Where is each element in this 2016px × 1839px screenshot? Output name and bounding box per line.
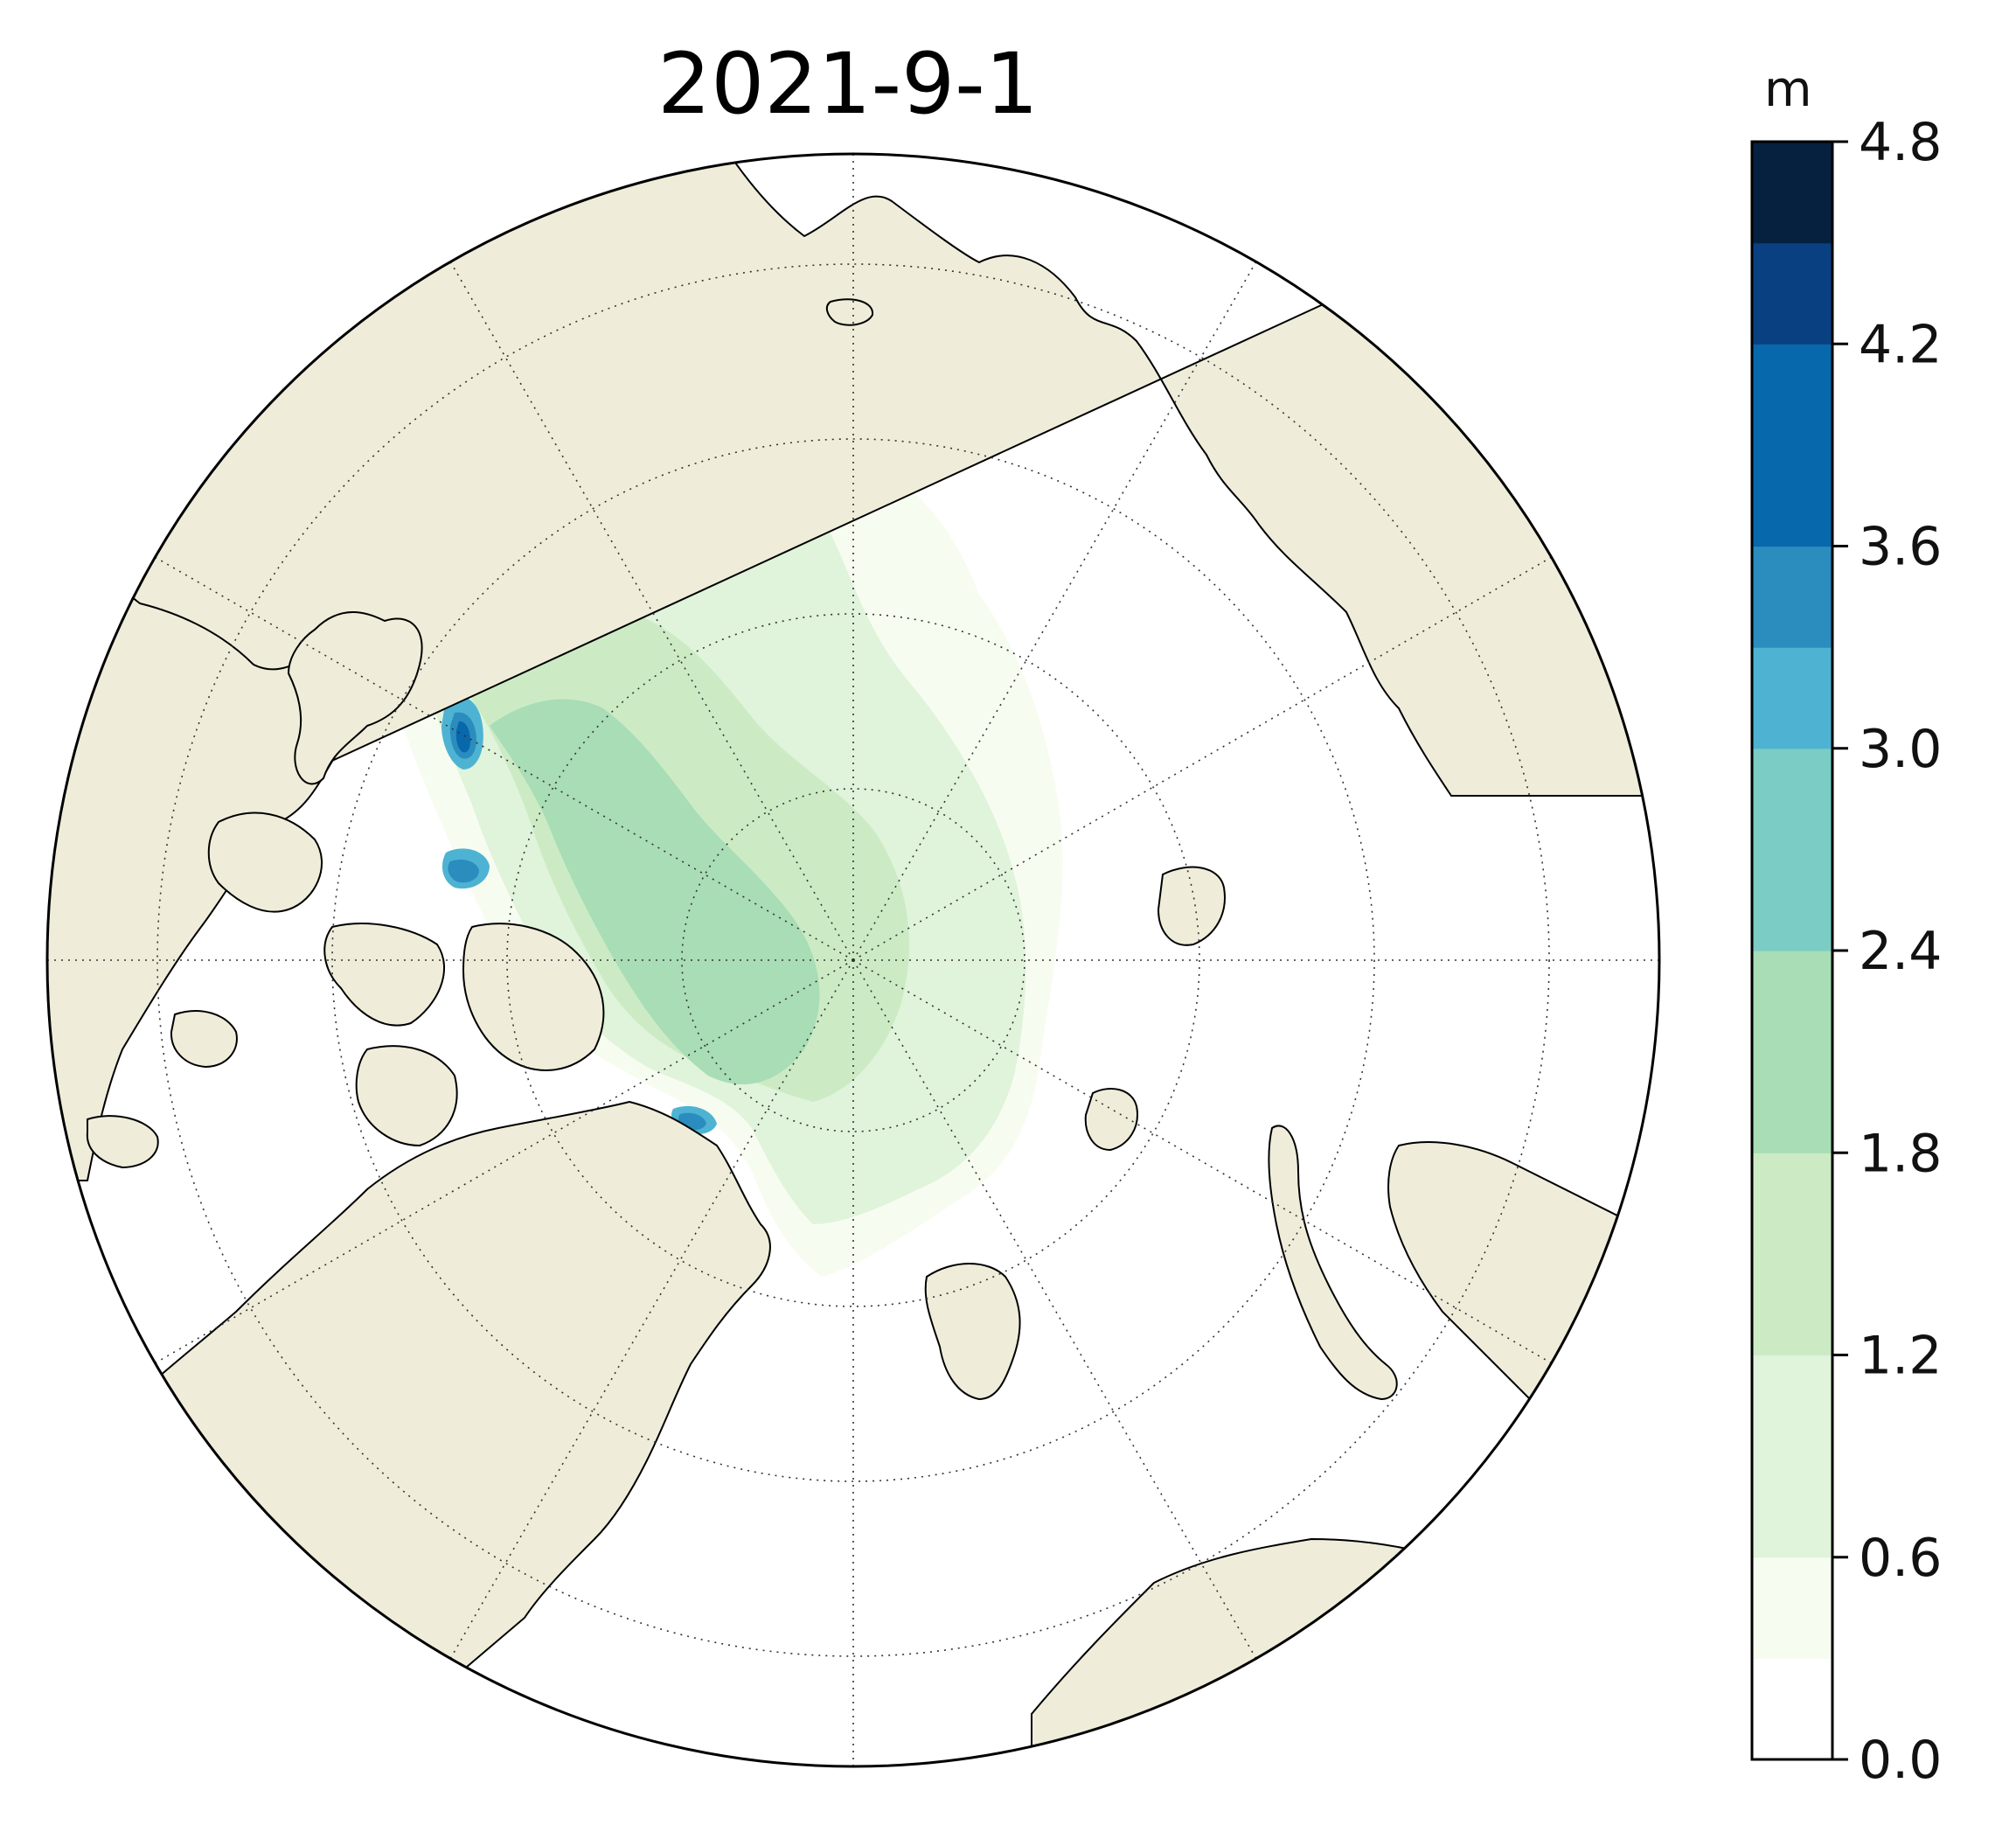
colorbar-band — [1752, 546, 1832, 648]
colorbar-band — [1752, 748, 1832, 850]
colorbar-tick-label: 0.6 — [1859, 1528, 1942, 1589]
meridian-120 — [852, 556, 1553, 961]
latitude-circle-70 — [506, 613, 1200, 1307]
colorbar-tick-label: 1.8 — [1859, 1123, 1942, 1184]
colorbar-bands — [1752, 142, 1832, 1760]
colorbar-band — [1752, 344, 1832, 446]
ice-thick-patch-5 — [448, 860, 479, 883]
colorbar-tick-label: 3.0 — [1859, 719, 1942, 780]
ice-2.1-band — [490, 699, 820, 1084]
colorbar-band — [1752, 1153, 1832, 1255]
latitude-circle-60 — [331, 438, 1375, 1482]
colorbar-band — [1752, 142, 1832, 244]
map-title: 2021-9-1 — [657, 35, 1039, 133]
colorbar-tick-label: 3.6 — [1859, 517, 1942, 578]
polar-map — [45, 152, 1661, 1768]
land-novaya-zemlya — [1268, 1125, 1398, 1401]
colorbar-band — [1752, 1355, 1832, 1457]
meridian-210 — [449, 261, 854, 961]
latitude-circle-80 — [681, 788, 1025, 1132]
colorbar-band — [1752, 1557, 1832, 1659]
colorbar-band — [1752, 849, 1832, 951]
colorbar-band — [1752, 1456, 1832, 1558]
meridian-150 — [852, 261, 1257, 961]
colorbar: 0.0 0.6 1.2 1.8 2.4 3.0 3.6 4.2 4.8 — [1750, 112, 1942, 1791]
land-siberia — [47, 154, 1659, 894]
land-archipelago-6 — [86, 1115, 159, 1169]
ice-thickness-field — [376, 444, 1063, 1277]
land-severnaya-zemlya — [1157, 866, 1226, 946]
colorbar-band — [1752, 1253, 1832, 1356]
colorbar-band — [1752, 647, 1832, 749]
colorbar-band — [1752, 951, 1832, 1053]
colorbar-tick-label: 2.4 — [1859, 921, 1942, 982]
meridian-60 — [852, 959, 1553, 1364]
land-wrangel — [825, 298, 874, 326]
colorbar-tick-label: 4.8 — [1859, 112, 1942, 173]
colorbar-band — [1752, 444, 1832, 547]
colorbar-band — [1752, 242, 1832, 345]
land-svalbard — [924, 1263, 1021, 1401]
colorbar-tick-label: 1.2 — [1859, 1326, 1942, 1387]
meridian-30 — [852, 959, 1257, 1660]
colorbar-band — [1752, 1658, 1832, 1760]
colorbar-unit-label: m — [1764, 61, 1812, 118]
meridian-300 — [154, 959, 854, 1364]
colorbar-ticks: 0.0 0.6 1.2 1.8 2.4 3.0 3.6 4.2 4.8 — [1832, 112, 1942, 1791]
land-ellesmere — [287, 611, 423, 785]
latitude-circle-50 — [156, 263, 1550, 1657]
colorbar-tick-label: 0.0 — [1859, 1730, 1942, 1791]
land-franz-josef — [1084, 1088, 1138, 1152]
meridian-330 — [449, 959, 854, 1660]
land-archipelago-3 — [355, 1045, 458, 1147]
land-archipelago-4 — [462, 923, 605, 1071]
land-archipelago-1 — [207, 812, 323, 913]
graticule — [47, 154, 1659, 1766]
colorbar-tick-label: 4.2 — [1859, 314, 1942, 375]
land-archipelago-2 — [323, 923, 446, 1027]
map-boundary — [45, 152, 1661, 1768]
colorbar-band — [1752, 1051, 1832, 1153]
land-archipelago-5 — [170, 1010, 238, 1069]
meridian-240 — [154, 556, 854, 961]
ice-thick-patch-3 — [455, 721, 470, 753]
